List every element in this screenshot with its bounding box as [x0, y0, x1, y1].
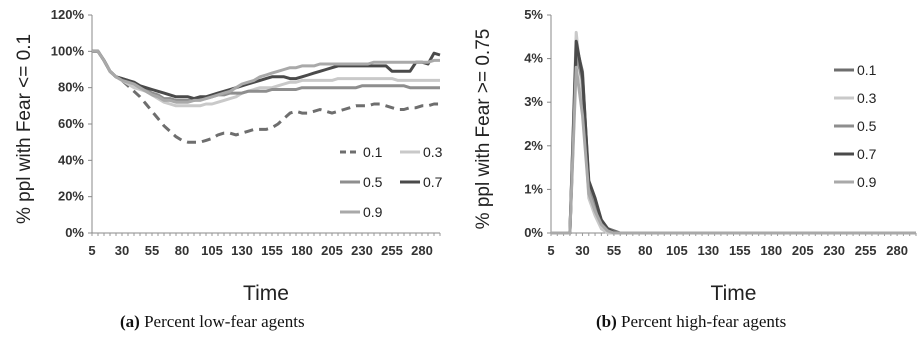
- x-tick-label: 180: [291, 243, 313, 258]
- series-line-0.5: [92, 49, 440, 102]
- y-tick-label: 100%: [51, 43, 85, 58]
- y-axis-title: % ppl with Fear <= 0.1: [14, 34, 35, 224]
- x-tick-label: 105: [201, 243, 223, 258]
- x-tick-label: 30: [115, 243, 129, 258]
- x-tick-label: 180: [760, 243, 782, 258]
- legend: 0.1 0.3 0.5 0.7 0.9: [340, 144, 443, 220]
- legend-label: 0.5: [363, 174, 383, 190]
- x-tick-label: 130: [231, 243, 253, 258]
- series-line-0.7: [92, 49, 441, 101]
- legend-label: 0.7: [423, 174, 443, 190]
- y-tick-label: 5%: [524, 7, 543, 22]
- x-tick-label: 155: [729, 243, 751, 258]
- x-tick-label: 80: [638, 243, 652, 258]
- x-tick-label: 280: [886, 243, 908, 258]
- x-tick-label: 5: [547, 243, 554, 258]
- y-tick-label: 80%: [58, 80, 84, 95]
- series-line-0.5: [551, 52, 916, 235]
- chart-b: 0% 1% 2% 3% 4% 5% 5 30 55 80 105 130 155 180 205 230 255…: [473, 7, 917, 305]
- x-axis-title: Time: [243, 282, 289, 305]
- y-tick-label: 120%: [51, 7, 85, 22]
- x-tick-label: 55: [607, 243, 621, 258]
- legend: 0.1 0.3 0.5 0.7 0.9: [834, 62, 877, 190]
- caption-b-text: Percent high-fear agents: [621, 312, 787, 331]
- x-tick-label: 280: [411, 243, 433, 258]
- caption-b: (b) Percent high-fear agents: [596, 312, 786, 332]
- y-tick-label: 4%: [524, 51, 543, 66]
- legend-label: 0.3: [857, 90, 877, 106]
- series-line-0.9: [92, 49, 440, 104]
- y-tick-label: 0%: [65, 225, 84, 240]
- x-axis-title: Time: [711, 282, 757, 305]
- caption-a-text: Percent low-fear agents: [144, 312, 305, 331]
- x-tick-label: 255: [381, 243, 403, 258]
- legend-label: 0.1: [363, 144, 383, 160]
- x-tick-label: 155: [261, 243, 283, 258]
- caption-a-label: (a): [120, 312, 140, 331]
- legend-label: 0.5: [857, 118, 877, 134]
- x-tick-label: 205: [792, 243, 814, 258]
- x-tick-label: 55: [145, 243, 159, 258]
- x-tick-label: 230: [351, 243, 373, 258]
- series-line-0.9: [551, 65, 916, 235]
- y-tick-label: 60%: [58, 116, 84, 131]
- x-tick-label: 105: [666, 243, 688, 258]
- legend-label: 0.3: [423, 144, 443, 160]
- y-tick-label: 2%: [524, 138, 543, 153]
- y-axis-title: % ppl with Fear >= 0.75: [473, 29, 494, 230]
- legend-label: 0.9: [363, 204, 383, 220]
- x-tick-label: 130: [697, 243, 719, 258]
- x-tick-label: 255: [855, 243, 877, 258]
- legend-label: 0.7: [857, 146, 877, 162]
- x-tick-label: 80: [175, 243, 189, 258]
- x-tick-label: 30: [575, 243, 589, 258]
- caption-a: (a) Percent low-fear agents: [120, 312, 305, 332]
- x-tick-label: 205: [321, 243, 343, 258]
- chart-a: 0% 20% 40% 60% 80% 100% 120% 5 30 55 80 105 130 155 18…: [14, 7, 443, 305]
- y-tick-label: 0%: [524, 225, 543, 240]
- x-tick-label: 5: [88, 243, 95, 258]
- legend-label: 0.9: [857, 174, 877, 190]
- y-tick-label: 1%: [524, 181, 543, 196]
- legend-label: 0.1: [857, 62, 877, 78]
- y-tick-label: 40%: [58, 152, 84, 167]
- series-line-0.1: [92, 49, 440, 144]
- y-tick-label: 20%: [58, 189, 84, 204]
- y-tick-label: 3%: [524, 94, 543, 109]
- x-tick-label: 230: [823, 243, 845, 258]
- caption-b-label: (b): [596, 312, 617, 331]
